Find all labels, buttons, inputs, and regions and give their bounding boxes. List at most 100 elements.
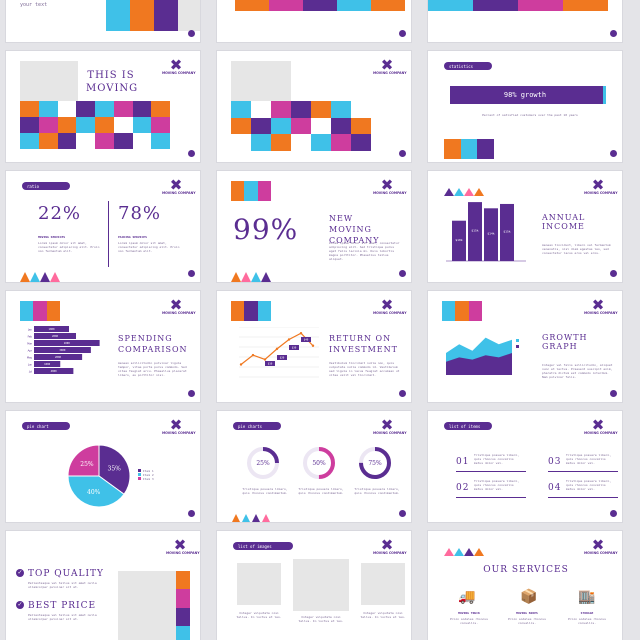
legend-swatch — [516, 345, 519, 348]
slide-1[interactable]: your text — [5, 0, 201, 43]
bar-label: 2000 — [55, 355, 62, 359]
spending-chart: Jan 1000 Feb 2000 Mar 1000 Apr 3000 May 2000 Jun 10… — [27, 326, 100, 374]
slide-title: SPENDING COMPARISON — [118, 334, 188, 354]
tick-label: Jun — [27, 363, 32, 367]
pattern-strip — [444, 139, 495, 159]
truck-icon: 🚚 — [458, 589, 476, 605]
list-body-2: Tristique posuere libero, quis rhoncus c… — [474, 479, 520, 491]
boxes-icon: 📦 — [520, 589, 538, 605]
list-body-4: Tristique posuere libero, quis rhoncus c… — [566, 479, 612, 491]
slide-10[interactable]: ✖ MOVING COMPANY Jan 1000 Feb 2000 Mar 1000 Apr… — [5, 290, 201, 403]
bar — [34, 340, 100, 346]
donut-arc — [303, 447, 335, 479]
divider — [108, 201, 109, 267]
donut-label: 50% — [312, 460, 326, 467]
slide-14[interactable]: pie charts ✖ MOVING COMPANY 25% 50% 75% Tri… — [216, 410, 412, 523]
pie-slice — [67, 444, 100, 477]
bar-note: Percent of satisfied customers over the … — [482, 113, 578, 117]
image-placeholder — [118, 571, 176, 640]
triangle-strip — [231, 509, 271, 522]
triangle-strip — [231, 267, 271, 282]
slide-title: OUR SERVICES — [483, 565, 569, 575]
check-icon: ✓ — [16, 601, 24, 609]
company-logo: ✖ MOVING COMPANY — [373, 56, 407, 76]
slide-8[interactable]: ✖ MOVING COMPANY 99% NEW MOVING COMPANY L… — [216, 170, 412, 283]
section-pill: list of images — [233, 542, 293, 550]
bar — [34, 361, 61, 367]
company-logo: ✖ MOVING COMPANY — [162, 416, 196, 436]
slide-title: NEW MOVING COMPANY — [329, 214, 380, 245]
slide-5[interactable]: ✖ MOVING COMPANY — [216, 50, 412, 163]
company-logo: ✖ MOVING COMPANY — [373, 176, 407, 196]
page-dot — [188, 390, 195, 397]
company-logo: ✖ MOVING COMPANY — [162, 296, 196, 316]
slide-7[interactable]: ratio ✖ MOVING COMPANY 22% 78% MOVING SER… — [5, 170, 201, 283]
company-logo: ✖ MOVING COMPANY — [162, 56, 196, 76]
value-label: $40 — [304, 338, 309, 342]
bar-label: $15k — [503, 229, 510, 233]
page-dot — [610, 270, 617, 277]
slide-body: Vestibulum tincidunt nulla non, quis vul… — [329, 361, 400, 377]
bar — [500, 203, 514, 261]
list-num-4: 04 — [548, 483, 562, 493]
company-logo: ✖ MOVING COMPANY — [584, 416, 618, 436]
quality-title: TOP QUALITY — [28, 569, 104, 579]
image-placeholder-2 — [293, 559, 349, 611]
slide-17[interactable]: list of images ✖ MOVING COMPANY Integer v… — [216, 530, 412, 640]
pattern-strip — [231, 301, 271, 321]
bar-label: $10k — [455, 238, 462, 242]
slide-11[interactable]: ✖ MOVING COMPANY $10 $20 $30 $40 RETURN ON I… — [216, 290, 412, 403]
company-logo: ✖ MOVING COMPANY — [584, 536, 618, 556]
slide-2[interactable] — [216, 0, 412, 43]
slide-15[interactable]: list of items ✖ MOVING COMPANY 01 02 03 0… — [427, 410, 623, 523]
slide-4[interactable]: THIS IS MOVING ✖ MOVING COMPANY — [5, 50, 201, 163]
slide-title: GROWTH GRAPH — [542, 333, 588, 351]
divider — [548, 471, 618, 472]
data-point — [251, 353, 255, 357]
donut-label: 75% — [368, 460, 382, 467]
value-label: $20 — [280, 356, 285, 360]
company-logo: ✖ MOVING COMPANY — [584, 296, 618, 316]
bar — [452, 220, 466, 261]
tick-label: Jan — [27, 328, 32, 332]
company-logo: ✖ MOVING COMPANY — [166, 536, 200, 556]
company-logo: ✖ MOVING COMPANY — [162, 176, 196, 196]
data-point — [263, 358, 267, 361]
data-point — [299, 332, 303, 335]
divider — [456, 471, 526, 472]
value-tag — [277, 355, 287, 360]
donut-body-3: Tristique posuere libero, quis rhoncus c… — [354, 487, 400, 495]
slide-16[interactable]: ✖ MOVING COMPANY ✓ TOP QUALITY Pellentesq… — [5, 530, 201, 640]
value-tag — [265, 361, 275, 366]
slide-12[interactable]: ✖ MOVING COMPANY GROWTH GRAPH Integer vel… — [427, 290, 623, 403]
bar-label: 1000 — [48, 327, 55, 331]
stat-label-1: MOVING SERVICES — [38, 235, 66, 239]
pie-legend: Item 1 Item 2 Item 3 — [138, 469, 154, 481]
bar — [34, 354, 83, 360]
page-dot — [188, 270, 195, 277]
service-label-2: MOVING BOXES — [516, 611, 538, 615]
list-num-1: 01 — [456, 457, 470, 467]
list-body-3: Tristique posuere libero, quis rhoncus c… — [566, 453, 612, 465]
slide-title: ANNUAL INCOME — [542, 213, 586, 231]
bar — [468, 202, 482, 261]
slide-6[interactable]: statistics 98% growth Percent of satisfi… — [427, 50, 623, 163]
page-dot — [399, 510, 406, 517]
section-pill: pie charts — [233, 422, 281, 430]
bar-label: $15k — [471, 229, 478, 233]
data-point — [239, 363, 243, 366]
slide-3[interactable] — [427, 0, 623, 43]
donut-body-1: Tristique posuere libero, quis rhoncus c… — [242, 487, 288, 495]
pattern-strip — [235, 0, 405, 11]
image-caption-2: Integer vulputate nisi tellus. In luctus… — [298, 615, 344, 623]
list-num-3: 03 — [548, 457, 562, 467]
pattern-blocks — [231, 101, 371, 151]
slide-13[interactable]: pie chart ✖ MOVING COMPANY 35% 40% 25% Item… — [5, 410, 201, 523]
slide-9[interactable]: ✖ MOVING COMPANY $10k $15k $14k $15k ANNUAL … — [427, 170, 623, 283]
company-logo: ✖ MOVING COMPANY — [373, 296, 407, 316]
bar-label: 2000 — [52, 334, 59, 338]
donut-label: 25% — [256, 460, 270, 467]
price-title: BEST PRICE — [28, 601, 97, 611]
list-num-2: 02 — [456, 483, 470, 493]
slide-18[interactable]: ✖ MOVING COMPANY OUR SERVICES 🚚 📦 🏬 MOVIN… — [427, 530, 623, 640]
